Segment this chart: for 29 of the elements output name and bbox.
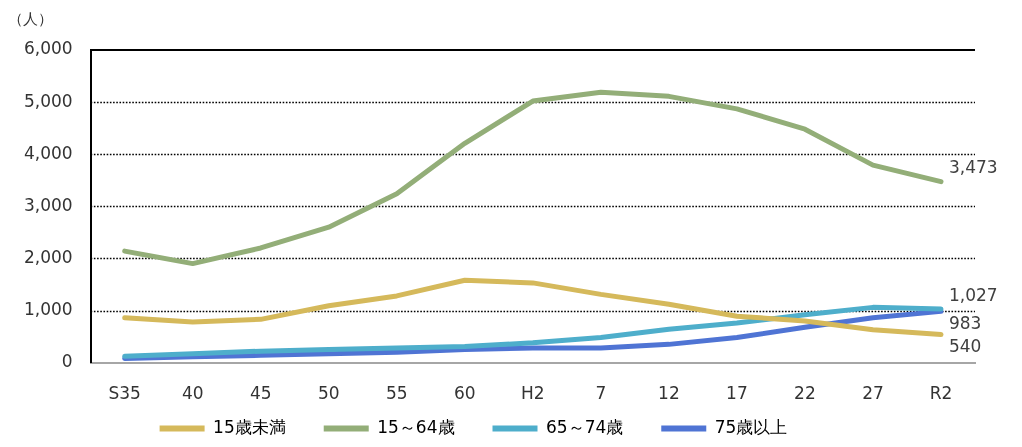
x-tick-label: R2 — [929, 383, 953, 404]
y-tick-label: 5,000 — [24, 90, 73, 111]
data-label: 983 — [948, 312, 982, 333]
legend-label: 15～64歳 — [377, 416, 489, 437]
x-tick-label: 17 — [726, 383, 748, 404]
y-axis-title: （人） — [8, 9, 53, 28]
y-tick-label: 3,000 — [24, 194, 73, 215]
x-tick-label: S35 — [108, 383, 141, 404]
x-tick-label: 27 — [862, 383, 884, 404]
x-tick-label: 60 — [453, 383, 476, 404]
x-tick-label: H2 — [521, 383, 545, 404]
y-tick-label: 6,000 — [24, 38, 73, 59]
legend-label: 65～74歳 — [546, 416, 658, 437]
y-tick-label: 0 — [61, 351, 73, 372]
data-label: 540 — [948, 335, 982, 356]
legend-label: 75歳以上 — [714, 416, 822, 437]
x-tick-label: 7 — [595, 383, 607, 404]
legend-label: 15歳未満 — [213, 416, 320, 437]
y-tick-label: 1,000 — [24, 298, 73, 319]
data-label: 1,027 — [948, 284, 998, 305]
x-tick-label: 50 — [317, 383, 340, 404]
data-label: 3,473 — [948, 157, 998, 178]
x-tick-label: 45 — [249, 383, 272, 404]
x-tick-label: 12 — [658, 383, 680, 404]
y-tick-label: 4,000 — [24, 142, 73, 163]
x-tick-label: 22 — [794, 383, 816, 404]
x-tick-label: 40 — [181, 383, 204, 404]
y-tick-label: 2,000 — [24, 246, 73, 267]
x-tick-label: 55 — [385, 383, 408, 404]
